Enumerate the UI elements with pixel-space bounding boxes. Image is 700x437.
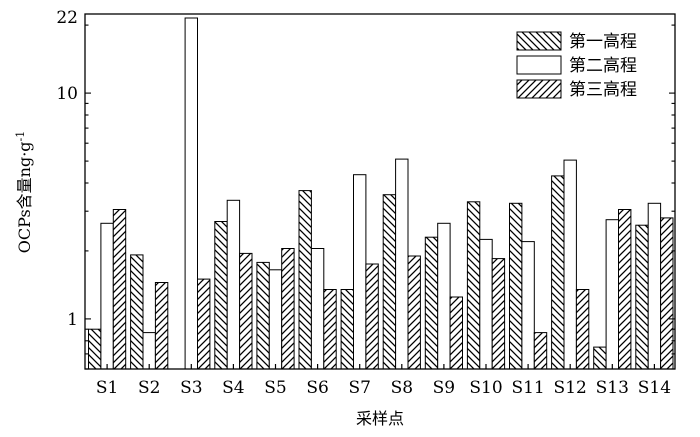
x-tick-label-s5: S5 [264, 378, 286, 398]
y-tick-label-1: 1 [67, 310, 78, 330]
bar-s13-series-1 [593, 346, 607, 370]
bar-s1-series-1 [88, 328, 102, 370]
bar-s14-series-3 [660, 217, 674, 370]
x-tick-label-s3: S3 [180, 378, 202, 398]
bar-s13-series-2 [605, 219, 619, 370]
bar-s6-series-2 [310, 248, 325, 370]
x-tick-label-s8: S8 [391, 378, 413, 398]
bar-s6-series-3 [323, 289, 337, 370]
x-tick-label-s7: S7 [348, 378, 370, 398]
plot-frame [84, 13, 676, 370]
bar-s2-series-1 [130, 254, 144, 370]
x-tick-label-s13: S13 [596, 378, 629, 398]
x-axis-title: 采样点 [356, 409, 404, 428]
bar-s7-series-2 [353, 174, 367, 370]
bar-s4-series-3 [239, 252, 253, 370]
bar-s3-series-3 [197, 278, 211, 370]
bar-s9-series-1 [424, 236, 439, 370]
bar-s8-series-2 [395, 158, 409, 370]
x-tick-label-s10: S10 [469, 378, 502, 398]
bar-s10-series-3 [491, 258, 506, 370]
bar-s7-series-3 [365, 263, 379, 370]
bar-s9-series-2 [437, 222, 451, 370]
y-axis-title-main: OCPs含量 [15, 177, 34, 253]
bar-s7-series-1 [340, 289, 355, 370]
bar-s13-series-3 [618, 209, 632, 370]
y-axis: 1 10 22 [56, 8, 675, 370]
bar-s14-series-2 [647, 202, 662, 370]
legend-swatch-1 [516, 31, 562, 51]
bar-s2-series-2 [142, 332, 156, 370]
y-tick-label-22: 22 [56, 8, 78, 28]
x-tick-label-s11: S11 [511, 378, 544, 398]
bar-s10-series-1 [466, 201, 481, 370]
y-axis-title-exponent: -1 [14, 131, 27, 142]
x-tick-label-s2: S2 [138, 378, 160, 398]
legend-swatch-3 [516, 79, 562, 99]
bar-s11-series-1 [509, 202, 523, 370]
bar-s3-series-2 [184, 17, 199, 370]
x-axis: S1 S2 S3 S4 S5 S6 S7 S8 S9 S10 S11 S12 S13 S14 [96, 364, 671, 398]
bar-s5-series-3 [281, 248, 295, 370]
x-tick-label-s12: S12 [554, 378, 587, 398]
bar-s12-series-2 [563, 159, 577, 370]
bars-layer [88, 17, 674, 370]
bar-s4-series-2 [226, 199, 241, 370]
bar-s8-series-3 [407, 255, 421, 370]
bar-s11-series-3 [533, 332, 548, 370]
bar-s14-series-1 [635, 224, 649, 370]
x-tick-label-s4: S4 [222, 378, 244, 398]
bar-s2-series-3 [154, 282, 169, 370]
x-tick-label-s9: S9 [433, 378, 455, 398]
y-tick-label-10: 10 [56, 84, 78, 104]
legend-label-2: 第二高程 [569, 56, 637, 76]
bar-s6-series-1 [298, 190, 312, 370]
bar-s9-series-3 [449, 296, 464, 370]
bar-s11-series-2 [521, 241, 535, 370]
legend-label-3: 第三高程 [569, 80, 637, 100]
bar-s8-series-1 [382, 194, 397, 370]
bar-s10-series-2 [479, 238, 493, 370]
bar-s12-series-1 [551, 175, 565, 370]
legend-swatch-2 [516, 55, 562, 75]
bar-s5-series-1 [256, 261, 270, 370]
bar-s5-series-2 [268, 269, 283, 370]
x-tick-label-s1: S1 [96, 378, 118, 398]
bar-s4-series-1 [214, 221, 228, 370]
x-tick-label-s6: S6 [306, 378, 328, 398]
bar-s12-series-3 [575, 289, 590, 370]
bar-s1-series-3 [112, 209, 127, 370]
x-tick-label-s14: S14 [638, 378, 671, 398]
bar-s1-series-2 [100, 222, 114, 370]
y-axis-title: OCPs含量ng·g-1 [14, 131, 34, 254]
legend-label-1: 第一高程 [569, 32, 637, 52]
y-axis-title-unit: ng·g [15, 141, 34, 177]
